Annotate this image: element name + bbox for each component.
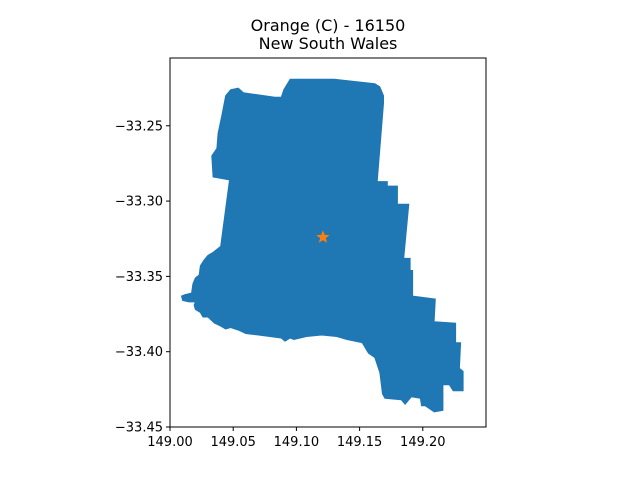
- x-tick-label: 149.20: [400, 435, 446, 450]
- plot-frame: [169, 57, 487, 428]
- x-axis: 149.00 149.05 149.10 149.15 149.20: [147, 427, 446, 450]
- y-axis: −33.25 −33.30 −33.35 −33.40 −33.45: [115, 119, 170, 436]
- y-tick-label: −33.45: [115, 421, 163, 436]
- chart-title-line-1: Orange (C) - 16150: [251, 16, 406, 35]
- y-tick-label: −33.30: [115, 195, 163, 210]
- x-tick-label: 149.00: [147, 435, 193, 450]
- x-tick-label: 149.05: [210, 435, 256, 450]
- region-boundary-shape: [180, 78, 464, 413]
- x-tick-label: 149.10: [274, 435, 320, 450]
- y-tick-label: −33.35: [115, 270, 163, 285]
- y-tick-label: −33.25: [115, 119, 163, 134]
- chart-title-line-2: New South Wales: [259, 34, 398, 53]
- y-tick-label: −33.40: [115, 345, 163, 360]
- x-tick-label: 149.15: [337, 435, 383, 450]
- centroid-star-marker: [316, 230, 330, 243]
